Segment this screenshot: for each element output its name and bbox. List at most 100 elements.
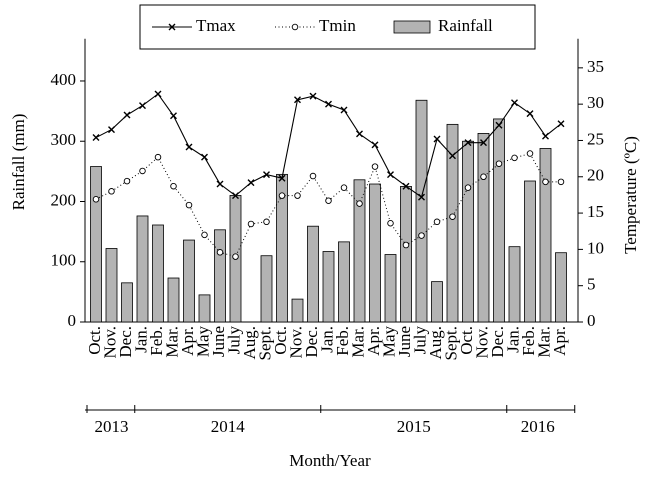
marker <box>433 218 441 226</box>
bar <box>493 118 505 323</box>
x-tick-label: Feb. <box>333 326 352 356</box>
marker <box>278 192 286 199</box>
bar <box>214 229 226 323</box>
y-tick-label: 300 <box>51 130 77 149</box>
x-tick-label: Jan. <box>131 326 150 353</box>
marker <box>356 130 363 138</box>
marker <box>108 126 115 134</box>
y2-tick-label: 25 <box>587 129 604 148</box>
year-label: 2014 <box>211 417 246 436</box>
bar <box>152 224 164 323</box>
marker <box>185 201 193 209</box>
bar <box>400 186 412 323</box>
marker <box>216 249 224 256</box>
x-tick-label: Mar. <box>534 326 553 358</box>
marker <box>139 167 146 175</box>
marker <box>92 196 100 203</box>
y-tick-label: 100 <box>51 251 77 270</box>
marker <box>449 213 456 220</box>
bar <box>384 254 397 323</box>
legend-swatch <box>393 20 431 34</box>
x-tick-label: Aug. <box>426 326 445 360</box>
marker <box>371 141 379 149</box>
y-tick-label: 400 <box>51 70 77 89</box>
marker <box>263 218 270 226</box>
marker <box>464 139 472 147</box>
x-tick-label: June <box>209 326 228 357</box>
bar <box>477 133 490 323</box>
marker <box>201 153 208 161</box>
marker <box>232 253 239 260</box>
bar <box>307 225 319 323</box>
x-tick-label: Dec. <box>488 326 507 358</box>
legend-marker <box>291 23 299 31</box>
y-axis-label: Rainfall (mm) <box>9 114 28 211</box>
marker <box>433 135 441 143</box>
line <box>95 93 562 199</box>
x-tick-label: Sept. <box>255 326 274 360</box>
x-tick-label: Dec. <box>116 326 135 358</box>
marker <box>247 179 255 187</box>
legend-label: Tmin <box>319 16 356 35</box>
marker <box>201 231 208 239</box>
marker <box>542 132 549 140</box>
marker <box>371 163 379 170</box>
marker <box>185 143 193 151</box>
marker <box>402 182 410 190</box>
y2-tick-label: 30 <box>587 93 604 112</box>
x-tick-label: Nov. <box>100 326 119 358</box>
marker <box>123 177 131 185</box>
x-tick-label: July <box>224 326 243 355</box>
x-tick-label: Dec. <box>302 326 321 358</box>
marker <box>340 184 348 191</box>
marker <box>123 111 131 119</box>
marker <box>325 197 332 204</box>
marker <box>402 241 410 249</box>
line <box>95 152 561 258</box>
bar <box>291 298 304 323</box>
marker <box>511 154 518 162</box>
marker <box>511 99 518 107</box>
marker <box>495 121 503 129</box>
bar <box>260 255 273 323</box>
x-axis-label: Month/Year <box>289 451 371 470</box>
marker <box>387 219 394 227</box>
marker <box>278 174 286 182</box>
x-tick-label: Apr. <box>178 326 197 356</box>
bar <box>369 183 381 323</box>
marker <box>495 160 503 167</box>
x-tick-label: Jan. <box>503 326 522 353</box>
marker <box>294 96 301 104</box>
bar <box>338 241 350 323</box>
x-tick-label: May <box>379 326 398 358</box>
y2-axis-label: Temperature (ºC) <box>621 136 640 254</box>
bar <box>415 99 428 323</box>
x-tick-label: July <box>410 326 429 355</box>
y2-tick-label: 10 <box>587 238 604 257</box>
x-tick-label: Sept. <box>441 326 460 360</box>
x-tick-label: Feb. <box>147 326 166 356</box>
marker <box>108 188 115 195</box>
y2-tick-label: 35 <box>587 57 604 76</box>
legend-marker <box>168 23 176 31</box>
marker <box>557 178 565 186</box>
x-tick-label: Mar. <box>348 326 367 358</box>
bar <box>276 173 288 323</box>
y2-tick-label: 5 <box>587 275 596 294</box>
marker <box>356 200 363 207</box>
marker <box>325 100 332 108</box>
bar <box>555 252 567 323</box>
legend-label: Rainfall <box>438 16 493 35</box>
bar <box>353 179 366 323</box>
bar <box>524 180 536 323</box>
x-tick-label: Mar. <box>162 326 181 358</box>
year-label: 2016 <box>521 417 555 436</box>
marker <box>480 173 487 181</box>
marker <box>139 102 146 110</box>
marker <box>309 92 317 100</box>
x-tick-label: Oct. <box>457 326 476 355</box>
x-tick-label: Oct. <box>271 326 290 355</box>
y2-tick-label: 0 <box>587 311 596 330</box>
marker <box>154 90 162 98</box>
